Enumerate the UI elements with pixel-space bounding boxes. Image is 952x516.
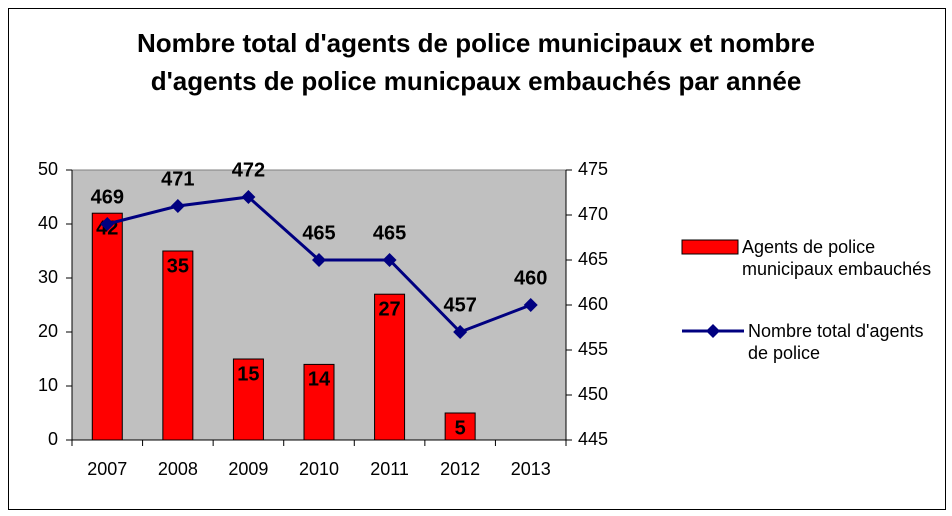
y2-tick-label: 445: [578, 429, 608, 449]
line-value-label: 469: [91, 186, 124, 208]
bar: [374, 293, 406, 441]
line-value-label: 465: [302, 222, 335, 244]
legend-swatch: [681, 239, 739, 255]
line-marker: [523, 298, 538, 312]
line-marker: [453, 325, 468, 339]
y2-tick-label: 475: [578, 159, 608, 179]
line-value-label: 472: [232, 159, 265, 181]
y2-tick-label: 450: [578, 384, 608, 404]
x-tick-label: 2009: [228, 459, 268, 479]
x-tick-label: 2008: [158, 459, 198, 479]
y-tick-label: 40: [38, 213, 58, 233]
line-value-label: 457: [443, 294, 476, 316]
bar-value-label: 15: [237, 363, 259, 385]
y-tick-label: 50: [38, 159, 58, 179]
x-tick-label: 2011: [370, 459, 409, 479]
bar: [162, 250, 194, 441]
line-value-label: 460: [514, 267, 547, 289]
y2-tick-label: 470: [578, 204, 608, 224]
legend-label: Nombre total d'agents de police: [748, 321, 924, 363]
line-value-label: 465: [373, 222, 406, 244]
bar: [303, 363, 335, 441]
chart-title: Nombre total d'agents de police municipa…: [137, 28, 815, 96]
x-tick-label: 2007: [87, 459, 127, 479]
bar: [91, 212, 123, 441]
y-tick-label: 20: [38, 321, 58, 341]
line-value-label: 471: [161, 168, 194, 190]
x-tick-label: 2012: [440, 459, 480, 479]
line-marker: [312, 253, 326, 267]
line-marker: [100, 217, 115, 231]
y2-tick-label: 460: [578, 294, 608, 314]
bar: [444, 412, 476, 441]
x-tick-label: 2013: [511, 459, 551, 479]
line-marker: [382, 253, 397, 267]
legend-marker: [706, 324, 720, 338]
y-tick-label: 30: [38, 267, 58, 287]
bar: [232, 358, 264, 441]
bar-value-label: 27: [378, 298, 400, 320]
line-marker: [241, 190, 256, 204]
line-marker: [170, 199, 185, 213]
bar-value-label: 35: [167, 255, 189, 277]
y2-tick-label: 455: [578, 339, 608, 359]
x-tick-label: 2010: [299, 459, 339, 479]
y-tick-label: 10: [38, 375, 58, 395]
bar-value-label: 14: [308, 369, 331, 391]
legend-label: Agents de police municipaux embauchés: [742, 237, 932, 279]
bar-value-label: 5: [455, 417, 466, 439]
y-tick-label: 0: [48, 429, 58, 449]
y2-tick-label: 465: [578, 249, 608, 269]
